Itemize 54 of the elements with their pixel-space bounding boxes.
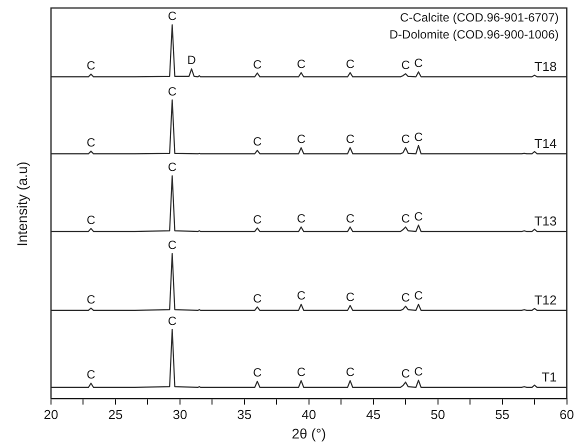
annotation: C [296, 56, 306, 71]
series-label: T18 [534, 58, 557, 74]
annotation: C [401, 132, 410, 146]
y-axis-title: Intensity (a.u) [14, 162, 30, 246]
annotation: C [414, 209, 424, 224]
annotation: D [187, 53, 196, 68]
annotation: C [86, 58, 96, 72]
annotation: C [252, 291, 262, 306]
annotation: C [296, 364, 306, 379]
x-tick-label: 30 [172, 406, 188, 422]
annotation: C [86, 212, 96, 227]
x-tick-label: 55 [495, 406, 510, 422]
annotation: C [401, 211, 410, 226]
x-axis-title: 2θ (°) [292, 425, 326, 442]
annotation: C [346, 56, 355, 71]
series-label: T13 [534, 214, 557, 229]
series-label: T1 [542, 369, 557, 384]
annotation: C [252, 57, 262, 72]
annotation: C [414, 288, 424, 303]
annotation: C [252, 134, 262, 149]
annotation: C [86, 292, 96, 306]
x-tick-label: 50 [430, 406, 446, 422]
annotation: C [401, 366, 410, 380]
x-tick-label: 45 [366, 406, 381, 422]
x-tick-label: 25 [108, 406, 123, 422]
annotation: C [252, 212, 262, 226]
annotation: C [401, 58, 410, 72]
series-label: T12 [534, 292, 557, 308]
annotation: C [414, 130, 424, 144]
x-tick-label: 20 [44, 406, 58, 422]
annotation: C [346, 364, 355, 379]
annotation: C [168, 84, 177, 98]
annotation: D-Dolomite (COD.96-900-1006) [389, 27, 559, 42]
annotation: C [346, 211, 355, 226]
annotation: C [414, 56, 424, 70]
annotation: C [296, 288, 306, 303]
annotation: C [168, 238, 177, 252]
annotation: C [168, 314, 177, 328]
annotation: C [252, 366, 262, 380]
x-tick-label: 40 [302, 406, 316, 422]
annotation: C [414, 364, 424, 379]
x-tick-label: 60 [560, 406, 574, 422]
annotation: C [401, 290, 410, 305]
annotation: C [168, 9, 177, 24]
text: C-Calcite (COD.96-901-6707) [400, 10, 559, 24]
annotation: C [296, 132, 306, 146]
annotation: C [168, 160, 177, 174]
annotation: C [346, 132, 355, 146]
annotation: C [296, 211, 306, 226]
annotation: C [86, 368, 96, 382]
annotation: C [346, 290, 355, 304]
series-label: T14 [534, 136, 557, 151]
annotation: C [86, 135, 96, 150]
x-tick-label: 35 [237, 406, 252, 422]
